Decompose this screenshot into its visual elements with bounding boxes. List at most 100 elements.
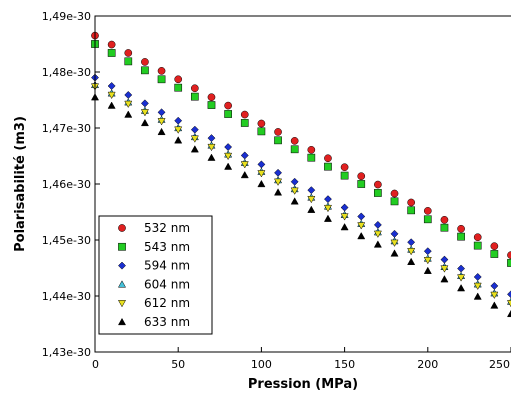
data-point: [423, 215, 432, 224]
data-point: [157, 127, 166, 136]
y-axis-title: Polarisabilité (m3): [13, 116, 28, 252]
data-point: [457, 284, 466, 292]
legend: 532 nm 543 nm 594 nm 604 nm 612 nm 633 nm: [98, 215, 213, 335]
legend-marker: [118, 242, 126, 251]
y-tick-label: 1,48e-30: [42, 66, 91, 79]
data-point: [407, 248, 416, 256]
legend-marker: [117, 280, 127, 288]
data-point: [440, 275, 449, 283]
data-point: [324, 154, 332, 163]
data-point: [357, 172, 366, 181]
data-point: [190, 145, 199, 153]
x-tick-label: 0: [92, 358, 99, 371]
data-point: [290, 137, 299, 145]
data-point: [140, 109, 149, 117]
data-point: [374, 180, 382, 189]
data-point: [490, 281, 499, 290]
data-point: [124, 110, 133, 118]
series-612-nm: [90, 83, 511, 308]
data-point: [357, 180, 366, 188]
data-point: [224, 110, 232, 118]
data-point: [257, 160, 266, 169]
data-point: [224, 152, 233, 161]
data-point: [124, 91, 133, 99]
y-tick-label: 1,46e-30: [42, 178, 91, 191]
legend-label: 612 nm: [144, 296, 190, 310]
data-point: [240, 151, 249, 160]
data-point: [506, 309, 511, 318]
data-point: [390, 249, 399, 257]
data-point: [440, 215, 449, 224]
data-point: [207, 134, 216, 143]
data-point: [107, 82, 116, 90]
data-point: [157, 108, 166, 117]
legend-box: [98, 215, 213, 335]
data-point: [257, 170, 266, 178]
data-point: [274, 136, 282, 145]
data-point: [457, 264, 466, 273]
data-point: [340, 163, 349, 172]
data-point: [323, 204, 332, 213]
x-axis-title: Pression (MPa): [248, 377, 358, 392]
data-point: [140, 118, 149, 127]
x-tick-label: 100: [251, 358, 272, 371]
data-point: [340, 171, 349, 180]
data-point: [224, 162, 233, 170]
data-point: [373, 230, 382, 238]
data-point: [340, 223, 349, 231]
legend-label: 594 nm: [144, 259, 190, 273]
data-point: [490, 242, 499, 251]
data-point: [290, 145, 299, 154]
data-point: [340, 213, 349, 221]
data-point: [157, 67, 166, 75]
data-point: [490, 291, 499, 299]
data-point: [407, 238, 416, 247]
data-point: [407, 257, 416, 265]
data-point: [390, 189, 399, 198]
data-point: [324, 162, 332, 171]
data-point: [457, 224, 465, 233]
x-tick-label: 150: [334, 358, 355, 371]
data-point: [307, 145, 316, 154]
series-594-nm: [91, 73, 511, 299]
data-point: [290, 197, 299, 205]
y-tick-label: 1,44e-30: [42, 290, 91, 303]
legend-label: 604 nm: [144, 277, 190, 291]
data-point: [423, 207, 432, 215]
series-532-nm: [91, 31, 511, 259]
data-point: [357, 222, 366, 230]
data-point: [141, 58, 149, 66]
data-point: [124, 49, 133, 57]
legend-marker: [117, 300, 127, 308]
data-point: [207, 93, 216, 102]
data-point: [307, 195, 316, 204]
data-point: [440, 265, 449, 273]
legend-label: 543 nm: [144, 240, 190, 254]
data-point: [174, 116, 183, 125]
legend-label: 532 nm: [144, 221, 190, 235]
y-tick-label: 1,45e-30: [42, 234, 91, 247]
data-point: [473, 241, 482, 250]
data-point: [357, 212, 366, 221]
data-point: [307, 205, 316, 213]
data-point: [507, 259, 511, 267]
legend-marker: [118, 261, 126, 270]
x-tick-label: 50: [171, 358, 185, 371]
data-point: [457, 274, 466, 282]
data-point: [107, 91, 116, 100]
data-point: [374, 189, 382, 197]
data-point: [440, 255, 449, 264]
data-point: [473, 273, 482, 281]
data-point: [190, 125, 199, 134]
data-point: [290, 187, 299, 195]
data-point: [274, 168, 282, 177]
data-point: [473, 282, 482, 291]
data-point: [224, 143, 233, 151]
data-point: [124, 100, 133, 109]
data-point: [224, 101, 232, 110]
data-point: [240, 161, 249, 169]
y-tick-label: 1,49e-30: [42, 10, 91, 23]
data-point: [473, 292, 482, 300]
data-point: [157, 75, 166, 84]
